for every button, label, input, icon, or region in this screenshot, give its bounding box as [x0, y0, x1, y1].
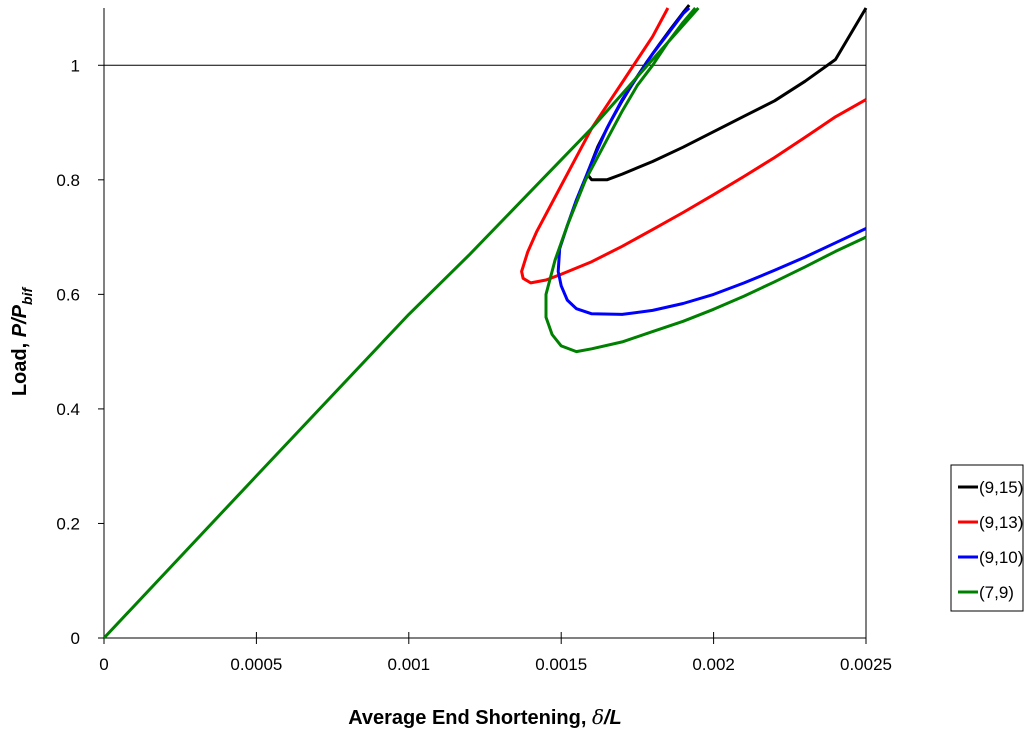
x-tick-label: 0.0015: [535, 655, 587, 674]
x-tick-label: 0.0005: [230, 655, 282, 674]
y-tick-label: 0.8: [56, 171, 80, 190]
y-axis-title-var: P/P: [9, 304, 31, 337]
series-line: [102, 7, 867, 640]
x-tick-label: 0.001: [388, 655, 431, 674]
y-tick-label: 0: [71, 629, 80, 648]
legend: (9,15) (9,13) (9,10) (7,9): [950, 464, 1024, 612]
x-axis-title: Average End Shortening, δ/L: [348, 705, 622, 729]
legend-label: (9,13): [979, 513, 1023, 532]
legend-label: (7,9): [979, 583, 1014, 602]
x-axis-title-symbol: δ: [592, 705, 604, 729]
y-tick-label: 1: [71, 56, 80, 75]
series-line: [556, 6, 867, 316]
y-tick-labels: 0 0.2 0.4 0.6 0.8 1: [56, 56, 80, 648]
y-axis-title-sub: bif: [19, 287, 35, 305]
y-tick-label: 0.6: [56, 285, 80, 304]
x-tick-label: 0: [99, 655, 108, 674]
y-axis-title-text: Load,: [9, 337, 31, 396]
series-line: [585, 4, 868, 182]
y-tick-label: 0.2: [56, 514, 80, 533]
y-axis-title: Load, P/Pbif: [9, 287, 35, 397]
legend-label: (9,10): [979, 548, 1023, 567]
x-axis-title-text: Average End Shortening,: [348, 707, 592, 729]
series-line: [520, 7, 867, 285]
x-axis-title-suffix: /L: [603, 707, 622, 729]
legend-box: [950, 464, 1024, 612]
x-tick-labels: 0 0.0005 0.001 0.0015 0.002 0.0025: [99, 655, 892, 674]
x-tick-label: 0.002: [692, 655, 735, 674]
y-tick-label: 0.4: [56, 400, 80, 419]
legend-label: (9,15): [979, 478, 1023, 497]
x-tick-label: 0.0025: [840, 655, 892, 674]
plot-area: [98, 8, 867, 644]
series-layer: [102, 4, 868, 640]
